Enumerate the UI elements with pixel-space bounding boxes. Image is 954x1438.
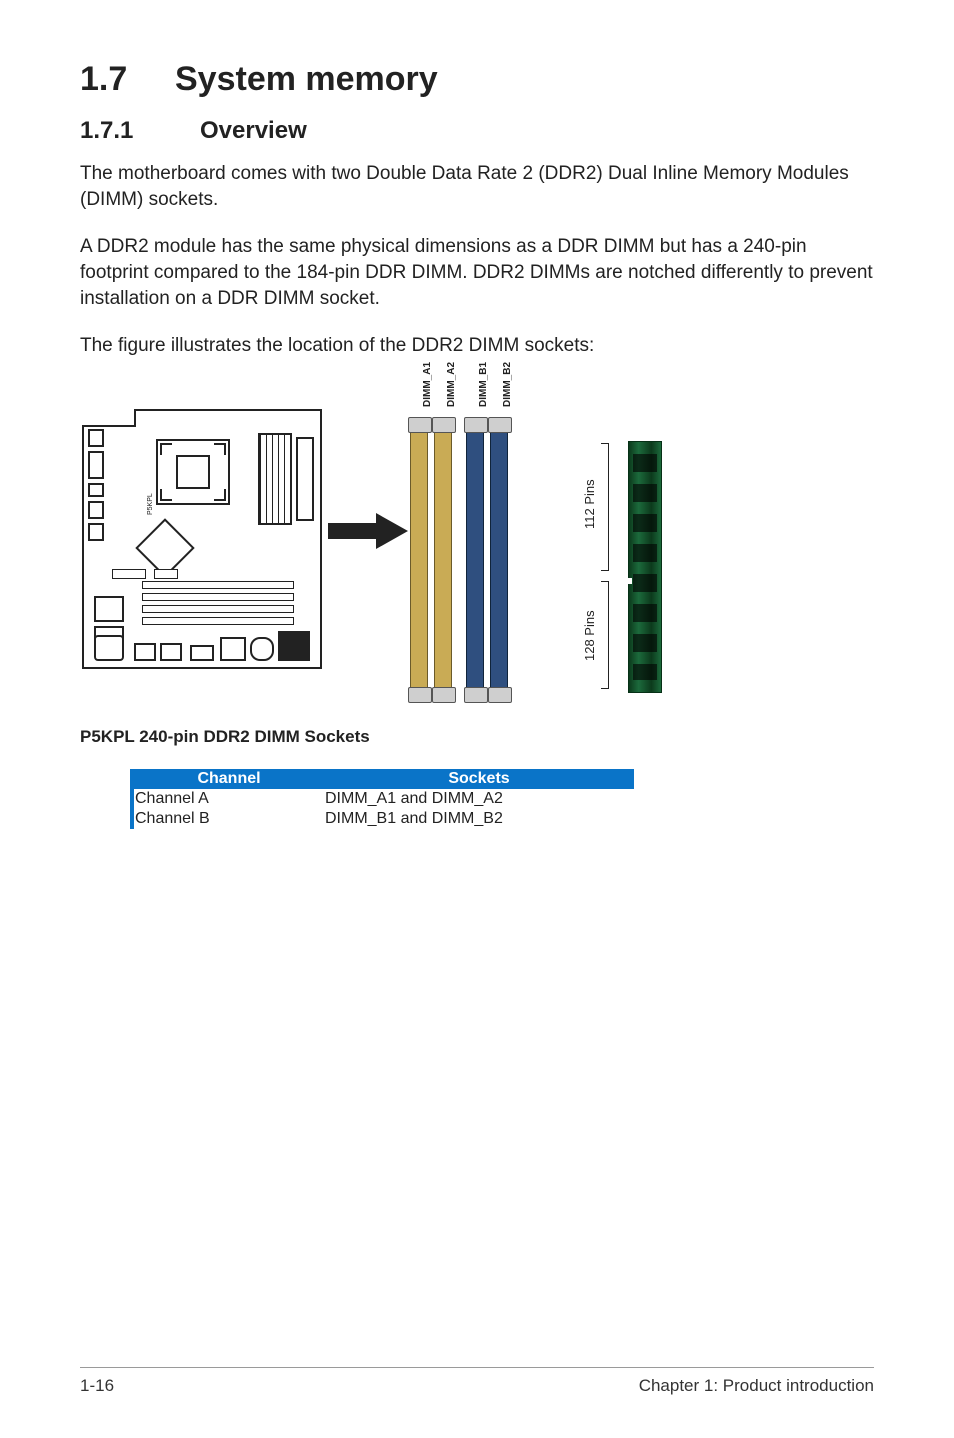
channel-table: Channel Sockets Channel A DIMM_A1 and DI…: [130, 769, 634, 829]
dimm-slots-zoom: DIMM_A1 DIMM_A2 DIMM_B1 DIMM_B2: [410, 413, 520, 703]
cell-channel: Channel A: [134, 789, 324, 809]
paragraph-1: The motherboard comes with two Double Da…: [80, 161, 874, 212]
dimm-slot-a1: [410, 425, 428, 695]
table-row: Channel B DIMM_B1 and DIMM_B2: [134, 809, 634, 829]
section-heading: 1.7System memory: [80, 60, 874, 99]
pin-count-top: 112 Pins: [582, 479, 597, 529]
dimm-label-a1: DIMM_A1: [422, 362, 433, 407]
chip-icon: [94, 596, 124, 622]
table-row: Channel A DIMM_A1 and DIMM_A2: [134, 789, 634, 809]
cell-sockets: DIMM_A1 and DIMM_A2: [324, 789, 634, 809]
cell-channel: Channel B: [134, 809, 324, 829]
dimm-label-a2: DIMM_A2: [446, 362, 457, 407]
subsection-number: 1.7.1: [80, 117, 200, 145]
paragraph-2: A DDR2 module has the same physical dime…: [80, 234, 874, 311]
dimm-slot-a2: [434, 425, 452, 695]
cpu-socket-icon: [156, 439, 230, 505]
atx-power-icon: [296, 437, 314, 521]
expansion-slot-icon: [142, 593, 294, 601]
table-header-channel: Channel: [134, 769, 324, 789]
diagram-caption: P5KPL 240-pin DDR2 DIMM Sockets: [80, 727, 874, 747]
expansion-slot-icon: [142, 617, 294, 625]
expansion-slot-icon: [142, 581, 294, 589]
rear-io-column: [88, 429, 104, 545]
paragraph-3: The figure illustrates the location of t…: [80, 333, 874, 359]
dimm-area-highlight: [258, 433, 292, 525]
ram-module-icon: [628, 441, 662, 693]
pcie-slot-icon: [112, 569, 146, 579]
cell-sockets: DIMM_B1 and DIMM_B2: [324, 809, 634, 829]
expansion-slot-icon: [142, 605, 294, 613]
page-footer: 1-16 Chapter 1: Product introduction: [80, 1367, 874, 1396]
footer-page-number: 1-16: [80, 1376, 114, 1396]
subsection-heading: 1.7.1Overview: [80, 117, 874, 145]
dimm-label-b2: DIMM_B2: [502, 362, 513, 407]
subsection-title: Overview: [200, 117, 307, 144]
table-header-sockets: Sockets: [324, 769, 634, 789]
dimm-slot-b2: [490, 425, 508, 695]
section-title: System memory: [175, 60, 438, 98]
arrow-icon: [328, 513, 408, 549]
bottom-connectors: [94, 633, 310, 661]
footer-chapter: Chapter 1: Product introduction: [639, 1376, 874, 1396]
page: 1.7System memory 1.7.1Overview The mothe…: [0, 0, 954, 1438]
mobo-notch: [82, 409, 136, 427]
chipset-label: P5KPL: [147, 493, 154, 515]
dimm-slot-b1: [466, 425, 484, 695]
dimm-diagram: P5KPL DIMM_A1 DIMM_A2 DIMM_B1: [80, 381, 700, 721]
section-number: 1.7: [80, 60, 175, 99]
dimm-label-b1: DIMM_B1: [478, 362, 489, 407]
motherboard-outline: P5KPL: [82, 409, 322, 669]
pcie-slot-icon: [154, 569, 178, 579]
pin-count-bottom: 128 Pins: [582, 610, 597, 661]
